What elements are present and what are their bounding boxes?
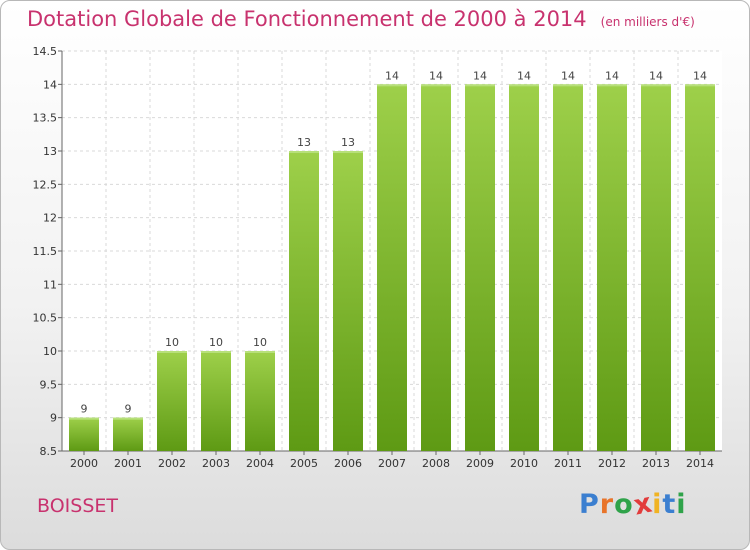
- x-tick-label: 2012: [598, 457, 626, 470]
- data-label: 13: [297, 136, 311, 149]
- bar-highlight: [597, 84, 627, 87]
- bar-highlight: [421, 84, 451, 87]
- y-tick-label: 10: [43, 345, 57, 358]
- bar: [641, 84, 671, 451]
- logo-letter: o: [614, 489, 634, 520]
- x-tick-label: 2008: [422, 457, 450, 470]
- logo-letter: t: [662, 489, 677, 520]
- data-label: 13: [341, 136, 355, 149]
- y-tick-label: 12: [43, 212, 57, 225]
- bar-highlight: [69, 417, 99, 420]
- y-tick-label: 13.5: [33, 112, 58, 125]
- bar: [553, 84, 583, 451]
- x-tick-label: 2001: [114, 457, 142, 470]
- chart-title-text: Dotation Globale de Fonctionnement de 20…: [27, 7, 587, 31]
- bar: [69, 417, 99, 451]
- bar: [421, 84, 451, 451]
- labels: 8.5 9 9.5 10 10.5 11 11.5 12 12.5 13 13.5 14 14.5 9 20…: [33, 45, 715, 470]
- data-label: 14: [473, 69, 487, 82]
- bar: [113, 417, 143, 451]
- x-tick-label: 2007: [378, 457, 406, 470]
- x-tick-label: 2013: [642, 457, 670, 470]
- data-label: 14: [561, 69, 575, 82]
- x-tick-label: 2006: [334, 457, 362, 470]
- bar-highlight: [377, 84, 407, 87]
- bar-highlight: [201, 351, 231, 353]
- bar-highlight: [553, 84, 583, 87]
- bar: [289, 151, 319, 451]
- bar-highlight: [113, 417, 143, 420]
- x-tick-label: 2000: [70, 457, 98, 470]
- bar: [377, 84, 407, 451]
- data-label: 14: [693, 69, 707, 82]
- proxiti-logo: Proxiti: [579, 487, 687, 521]
- y-tick-label: 11.5: [33, 245, 58, 258]
- bar-highlight: [509, 84, 539, 87]
- bar-highlight: [289, 151, 319, 153]
- data-label: 14: [605, 69, 619, 82]
- bar: [333, 151, 363, 451]
- x-tick-label: 2009: [466, 457, 494, 470]
- bar: [245, 351, 275, 451]
- x-tick-label: 2010: [510, 457, 538, 470]
- bar: [597, 84, 627, 451]
- bar-highlight: [245, 351, 275, 353]
- x-tick-label: 2003: [202, 457, 230, 470]
- y-tick-label: 8.5: [40, 445, 58, 458]
- data-label: 14: [649, 69, 663, 82]
- data-label: 9: [125, 403, 132, 416]
- y-tick-label: 12.5: [33, 178, 58, 191]
- bar-highlight: [641, 84, 671, 87]
- y-tick-label: 10.5: [33, 312, 58, 325]
- x-tick-label: 2005: [290, 457, 318, 470]
- bar-highlight: [685, 84, 715, 87]
- data-label: 14: [385, 69, 399, 82]
- data-label: 10: [253, 336, 267, 349]
- logo-letter: i: [676, 489, 687, 520]
- bar: [465, 84, 495, 451]
- y-tick-label: 11: [43, 278, 57, 291]
- y-tick-label: 13: [43, 145, 57, 158]
- y-tick-label: 14: [43, 78, 57, 91]
- bars: [69, 84, 715, 451]
- commune-name: BOISSET: [37, 495, 118, 517]
- y-tick-label: 14.5: [33, 45, 58, 58]
- logo-letter: r: [599, 489, 615, 520]
- bar: [157, 351, 187, 451]
- data-label: 14: [517, 69, 531, 82]
- bar: [201, 351, 231, 451]
- y-tick-label: 9: [50, 412, 57, 425]
- x-tick-label: 2004: [246, 457, 274, 470]
- y-tick-label: 9.5: [40, 378, 58, 391]
- logo-letter: P: [579, 489, 600, 520]
- bar-highlight: [465, 84, 495, 87]
- data-label: 14: [429, 69, 443, 82]
- bar-highlight: [333, 151, 363, 153]
- chart-title: Dotation Globale de Fonctionnement de 20…: [27, 7, 695, 31]
- chart-unit: (en milliers d'€): [600, 15, 695, 29]
- logo-letter: i: [652, 489, 663, 520]
- bar: [685, 84, 715, 451]
- data-label: 9: [81, 403, 88, 416]
- x-tick-label: 2002: [158, 457, 186, 470]
- bar-highlight: [157, 351, 187, 353]
- bar: [509, 84, 539, 451]
- x-tick-label: 2011: [554, 457, 582, 470]
- data-label: 10: [209, 336, 223, 349]
- data-label: 10: [165, 336, 179, 349]
- x-tick-label: 2014: [686, 457, 714, 470]
